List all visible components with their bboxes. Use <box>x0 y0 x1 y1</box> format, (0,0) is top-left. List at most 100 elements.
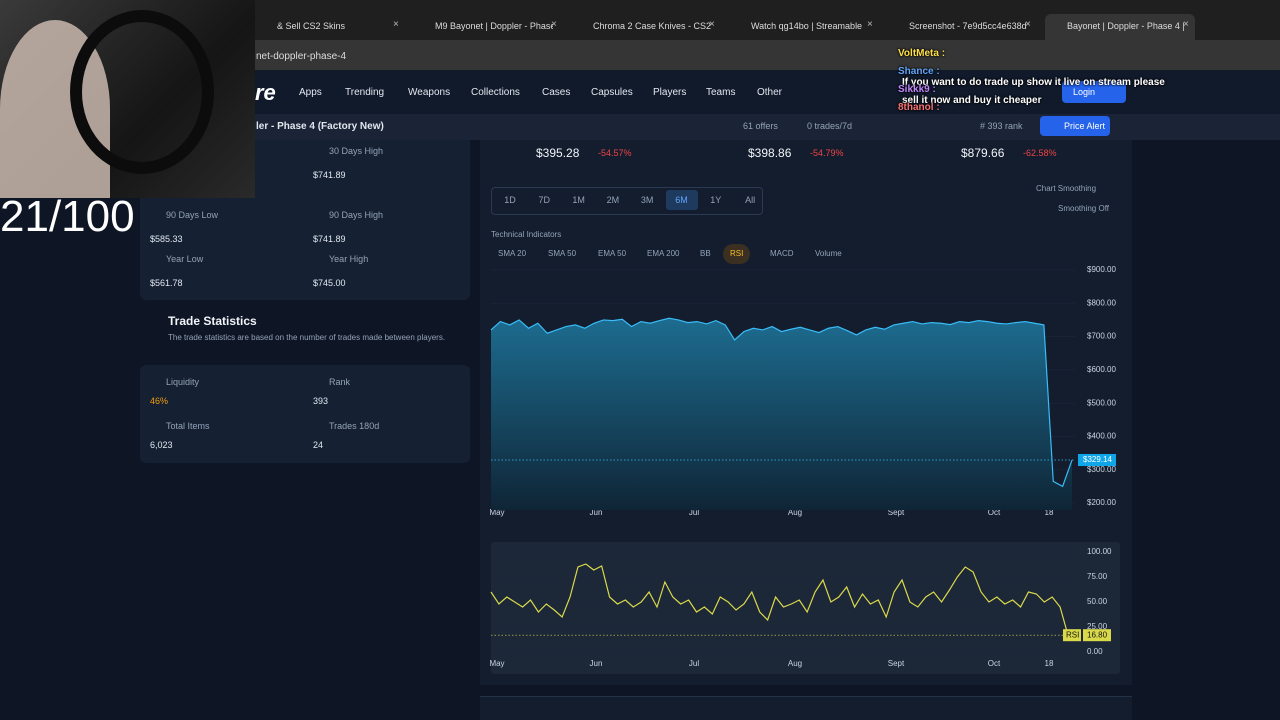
stat-value: $741.89 <box>313 170 346 180</box>
tab-title: Screenshot - 7e9d5cc4e638d5 <box>909 21 1027 31</box>
webcam-headphones <box>70 10 214 174</box>
y-tick-label: 50.00 <box>1087 597 1108 606</box>
indicator-button[interactable]: EMA 200 <box>647 244 679 264</box>
indicator-label: RSI <box>730 249 744 258</box>
x-tick-label: Aug <box>788 508 802 517</box>
indicator-button[interactable]: RSI <box>723 244 751 264</box>
rsi-name: RSI <box>1066 630 1079 639</box>
indicators-title: Technical Indicators <box>491 230 562 239</box>
indicator-button[interactable]: Volume <box>815 244 842 264</box>
range-button[interactable]: 6M <box>665 190 698 210</box>
chat-message: 8thanol : <box>898 102 940 113</box>
nav-item[interactable]: Trending <box>345 87 385 98</box>
tab-close: × <box>393 19 399 30</box>
tab[interactable]: Bayonet | Doppler - Phase 4 | C × <box>1045 14 1195 40</box>
trade-stat-value: 6,023 <box>150 440 173 450</box>
range-label: 2M <box>606 195 620 205</box>
nav-item[interactable]: Apps <box>299 87 322 98</box>
range-group <box>491 187 763 215</box>
bottom-panel <box>480 696 1132 720</box>
tab-close: × <box>709 19 715 30</box>
offers: 61 offers <box>743 121 778 131</box>
rsi-panel <box>491 542 1120 674</box>
stat-label: 90 Days Low <box>166 210 219 220</box>
price-line <box>490 317 1073 488</box>
rsi-line <box>490 563 1069 636</box>
indicator-label: MACD <box>770 249 794 258</box>
current-label: $329.14 <box>1083 455 1112 464</box>
x-tick-label: Oct <box>988 659 1001 668</box>
nav-item[interactable]: Collections <box>471 87 520 98</box>
range-button[interactable]: 7D <box>528 190 560 210</box>
nav-item[interactable]: Players <box>653 87 687 98</box>
range-button[interactable]: 3M <box>631 190 663 210</box>
tab[interactable]: & Sell CS2 Skins × <box>255 14 405 40</box>
stat-label: Year Low <box>166 254 204 264</box>
x-tick-label: Oct <box>988 508 1001 517</box>
range-label: 6M <box>675 195 688 205</box>
range-label: All <box>745 195 756 205</box>
trade-stats-panel <box>140 365 470 463</box>
current-label: 16.80 <box>1087 630 1108 639</box>
x-tick-label: Sept <box>888 508 905 517</box>
range-button[interactable]: All <box>734 190 766 210</box>
indicator-label: SMA 50 <box>548 249 577 258</box>
tab-title: & Sell CS2 Skins <box>277 21 346 31</box>
trade-stat-value: 393 <box>313 396 329 406</box>
x-tick-label: May <box>489 659 504 668</box>
indicator-button[interactable]: SMA 50 <box>548 244 576 264</box>
range-label: 1M <box>572 195 585 205</box>
brand: re <box>255 80 276 105</box>
range-button[interactable]: 2M <box>597 190 629 210</box>
trade-stat-label: Trades 180d <box>329 421 380 431</box>
chat-message: VoltMeta : <box>898 48 945 59</box>
price-change: -54.57% <box>598 148 632 158</box>
indicator-button[interactable]: MACD <box>770 244 794 264</box>
price: $395.28 <box>536 146 580 160</box>
tab[interactable]: Watch qg14bo | Streamable × <box>729 14 879 40</box>
nav-item[interactable]: Other <box>757 87 783 98</box>
counter: 21/100 <box>0 192 135 241</box>
range-button[interactable]: 1M <box>563 190 595 210</box>
smoothing-option[interactable]: Smoothing Off <box>1058 204 1109 213</box>
trade-stat-value: 24 <box>313 440 324 450</box>
indicator-button[interactable]: SMA 20 <box>498 244 526 264</box>
stat-label: 90 Days High <box>329 210 384 220</box>
y-tick-label: $200.00 <box>1087 498 1116 507</box>
y-tick-label: $700.00 <box>1087 332 1116 341</box>
nav-item[interactable]: Cases <box>542 87 571 98</box>
price: $879.66 <box>961 146 1005 160</box>
tab[interactable]: Chroma 2 Case Knives - CS2 Sk × <box>571 14 721 40</box>
price-alert-button[interactable]: Price Alert <box>1040 116 1110 136</box>
nav-item[interactable]: Teams <box>706 87 736 98</box>
x-tick-label: Jun <box>590 659 603 668</box>
tab-close: × <box>1183 19 1189 30</box>
range-button[interactable]: 1D <box>494 190 526 210</box>
y-tick-label: 25.00 <box>1087 622 1108 631</box>
smoothing-title: Chart Smoothing <box>1036 184 1097 193</box>
tab-title: M9 Bayonet | Doppler - Phase <box>435 21 553 31</box>
tab-close: × <box>867 19 873 30</box>
x-tick-label: Aug <box>788 659 802 668</box>
tab-close: × <box>1025 19 1031 30</box>
x-tick-label: Jul <box>689 508 699 517</box>
range-label: 7D <box>538 195 551 205</box>
stat-label: Year High <box>329 254 369 264</box>
url: net-doppler-phase-4 <box>256 51 347 62</box>
login-button[interactable]: Login <box>1062 81 1126 103</box>
nav-item[interactable]: Capsules <box>591 87 633 98</box>
indicator-button[interactable]: EMA 50 <box>598 244 626 264</box>
tab[interactable]: M9 Bayonet | Doppler - Phase × <box>413 14 563 40</box>
chat-user: VoltMeta : <box>898 48 946 59</box>
chat-text: sell it now and buy it cheaper <box>902 95 1042 106</box>
y-tick-label: $900.00 <box>1087 265 1116 274</box>
tab[interactable]: Screenshot - 7e9d5cc4e638d5 × <box>887 14 1037 40</box>
indicator-label: BB <box>700 249 711 258</box>
trade-stats-title: Trade Statistics <box>168 314 257 328</box>
range-button[interactable]: 1Y <box>700 190 732 210</box>
range-label: 3M <box>640 195 654 205</box>
indicator-button[interactable]: BB <box>700 244 711 264</box>
nav-item[interactable]: Weapons <box>408 87 451 98</box>
